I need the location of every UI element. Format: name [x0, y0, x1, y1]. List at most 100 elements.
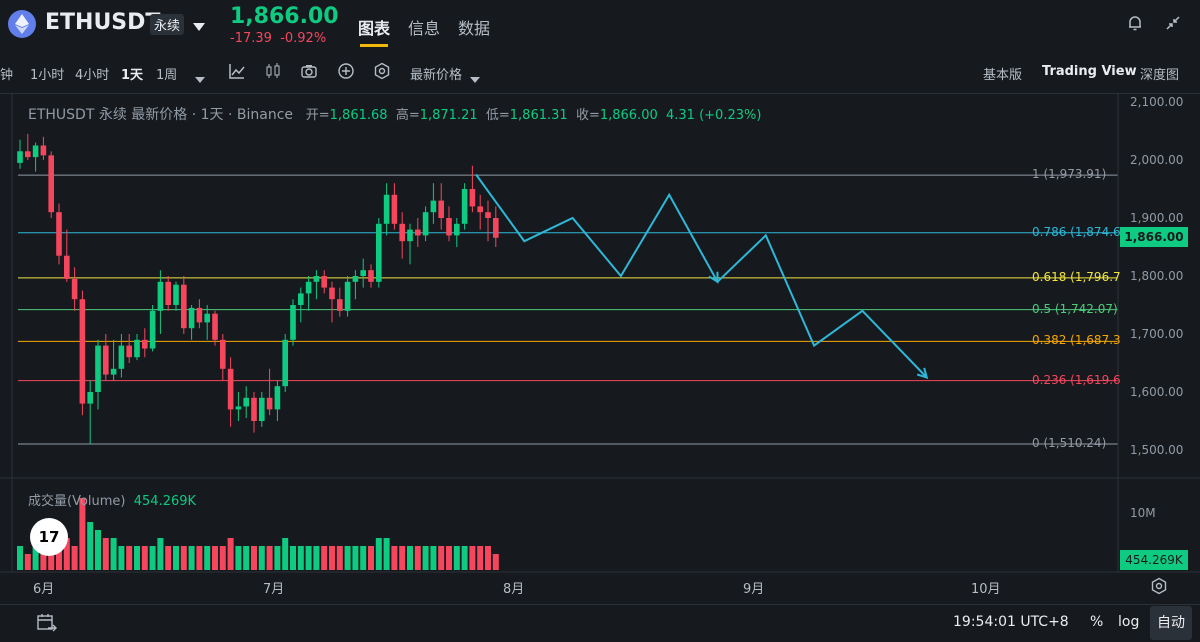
- projection-arrowhead: [916, 367, 929, 380]
- volume-bar: [258, 546, 265, 570]
- view-basic[interactable]: 基本版: [983, 68, 1023, 83]
- timeframe-4h[interactable]: 4小时: [75, 68, 110, 83]
- volume-bar: [290, 546, 296, 570]
- volume-bar: [375, 538, 382, 570]
- candle-body: [259, 397, 265, 421]
- candle-body: [126, 345, 132, 358]
- tab-info[interactable]: 信息: [408, 19, 441, 38]
- volume-series: [17, 498, 499, 570]
- current-price-tag: 1,866.00: [1120, 227, 1188, 247]
- candle-body: [188, 307, 195, 329]
- volume-bar: [227, 538, 234, 570]
- volume-bar: [141, 546, 148, 570]
- tab-data[interactable]: 数据: [458, 19, 491, 38]
- tab-chart[interactable]: 图表: [358, 19, 391, 38]
- candle-body: [446, 218, 452, 236]
- fib-level-label: 0.236 (1,619.6: [1032, 372, 1121, 387]
- fib-level-label: 1 (1,973.91): [1032, 167, 1107, 182]
- volume-bar: [188, 546, 195, 570]
- volume-bar: [196, 546, 203, 570]
- volume-bar: [391, 546, 398, 570]
- timeframe-1w[interactable]: 1周: [156, 68, 178, 83]
- symbol-name[interactable]: ETHUSDT: [45, 10, 161, 35]
- view-tradingview[interactable]: Trading View: [1042, 64, 1137, 79]
- volume-bar: [110, 538, 117, 570]
- date-range-icon[interactable]: [36, 613, 58, 637]
- candle-body: [243, 397, 249, 407]
- price-type-select[interactable]: 最新价格: [410, 68, 463, 83]
- volume-bar: [17, 546, 23, 570]
- candle-body: [321, 276, 327, 288]
- volume-bar: [95, 530, 101, 570]
- candle-body: [79, 299, 86, 404]
- price-axis-label: 1,700.00: [1130, 327, 1184, 341]
- eth-logo-icon: [8, 10, 36, 38]
- indicator-icon[interactable]: [228, 62, 246, 84]
- chart-toolbar: [0, 50, 1200, 94]
- log-scale-button[interactable]: log: [1118, 614, 1140, 630]
- volume-bar: [453, 546, 460, 570]
- active-tab-underline: [360, 44, 388, 47]
- candle-body: [329, 287, 335, 300]
- fib-level-label: 0.618 (1,796.7: [1032, 269, 1121, 284]
- volume-bar: [321, 546, 328, 570]
- candle-body: [485, 212, 491, 218]
- price-axis-label: 1,500.00: [1130, 443, 1184, 457]
- timeframe-1h[interactable]: 1小时: [30, 68, 65, 83]
- time-axis-settings-icon[interactable]: [1150, 577, 1168, 599]
- candle-type-icon[interactable]: [264, 62, 282, 84]
- volume-bar: [477, 546, 484, 570]
- candle-body: [71, 278, 78, 300]
- candle-body: [103, 345, 109, 375]
- candle-body: [181, 284, 187, 329]
- candle-body: [95, 345, 101, 392]
- timeframe-1d[interactable]: 1天: [121, 68, 144, 83]
- time-label-jun: 6月: [33, 582, 55, 597]
- view-depth[interactable]: 深度图: [1140, 68, 1180, 83]
- candle-body: [383, 194, 390, 224]
- auto-scale-button[interactable]: 自动: [1150, 606, 1192, 640]
- percent-scale-button[interactable]: %: [1090, 614, 1104, 630]
- volume-bar: [407, 546, 413, 570]
- volume-bar: [212, 546, 218, 570]
- candle-body: [227, 368, 234, 410]
- volume-bar: [297, 546, 304, 570]
- volume-bar: [102, 538, 109, 570]
- projection-path: [475, 173, 929, 380]
- symbol-dropdown-caret-icon[interactable]: [193, 16, 205, 35]
- collapse-icon[interactable]: [1164, 14, 1182, 36]
- volume-bar: [204, 546, 211, 570]
- price-axis-label: 2,000.00: [1130, 153, 1184, 167]
- timeframe-dropdown-icon[interactable]: [195, 68, 205, 87]
- volume-bar: [87, 522, 94, 570]
- camera-icon[interactable]: [300, 62, 318, 84]
- clock-timezone[interactable]: 19:54:01 UTC+8: [953, 614, 1069, 630]
- price-axis-label: 1,900.00: [1130, 211, 1184, 225]
- volume-bar: [79, 498, 86, 570]
- volume-bar: [461, 546, 468, 570]
- volume-bar: [336, 546, 343, 570]
- volume-bar: [235, 546, 242, 570]
- volume-bar: [251, 546, 257, 570]
- candle-body: [290, 305, 296, 340]
- candle-body: [220, 339, 226, 369]
- volume-bar: [157, 538, 164, 570]
- price-type-dropdown-icon[interactable]: [470, 68, 480, 87]
- candle-body: [32, 145, 39, 158]
- time-label-aug: 8月: [503, 582, 525, 597]
- tradingview-logo: 17: [30, 518, 68, 556]
- timeframe-minute[interactable]: 钟: [0, 68, 14, 83]
- settings-hex-icon[interactable]: [373, 62, 391, 84]
- volume-bar: [219, 546, 226, 570]
- price-change: -17.39 -0.92%: [230, 31, 327, 46]
- time-label-jul: 7月: [263, 582, 285, 597]
- candle-body: [337, 299, 343, 311]
- fib-level-label: 0.382 (1,687.3: [1032, 333, 1121, 348]
- price-chart[interactable]: [0, 94, 1200, 604]
- add-circle-icon[interactable]: [337, 62, 355, 84]
- volume-bar: [422, 546, 429, 570]
- candle-body: [399, 223, 405, 242]
- price-axis-label: 1,800.00: [1130, 269, 1184, 283]
- bell-icon[interactable]: [1126, 14, 1144, 36]
- candle-body: [204, 313, 210, 323]
